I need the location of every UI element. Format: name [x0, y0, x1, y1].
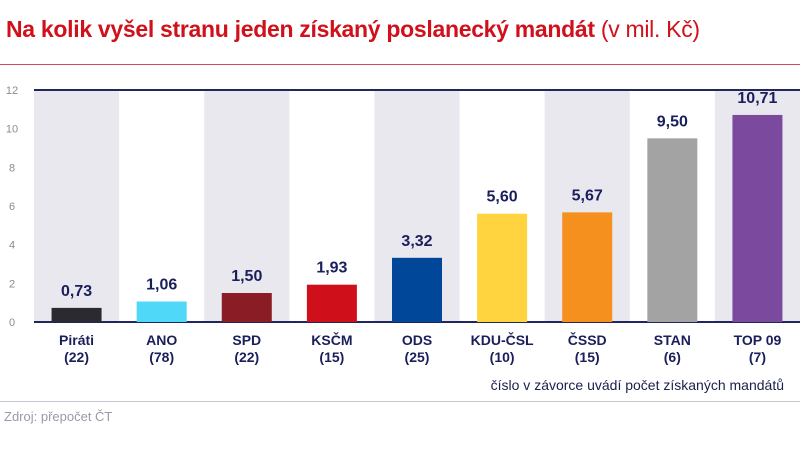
chart-note: číslo v závorce uvádí počet získaných ma…: [490, 377, 784, 393]
value-label: 3,32: [401, 233, 432, 250]
bar-1: [136, 301, 187, 322]
mandate-count-label: (7): [749, 349, 766, 365]
bar-7: [647, 138, 698, 322]
bar-2: [221, 293, 272, 322]
value-label: 1,50: [231, 268, 262, 285]
bar-4: [392, 257, 442, 322]
bar-8: [732, 114, 783, 322]
bar-3: [306, 284, 357, 322]
mandate-count-label: (78): [149, 349, 174, 365]
bar-6: [562, 212, 613, 322]
value-label: 10,71: [737, 90, 777, 107]
mandate-count-label: (6): [664, 349, 681, 365]
category-label: KSČM: [311, 331, 352, 348]
title-main: Na kolik vyšel stranu jeden získaný posl…: [6, 16, 595, 42]
y-tick-label: 4: [9, 240, 15, 252]
y-tick-label: 6: [9, 201, 15, 213]
category-label: Piráti: [59, 332, 94, 348]
value-label: 1,93: [316, 260, 347, 277]
y-tick-label: 12: [6, 85, 18, 97]
value-label: 5,67: [572, 187, 603, 204]
source-label: Zdroj: přepočet ČT: [4, 409, 113, 424]
value-label: 9,50: [657, 113, 688, 130]
category-band: [34, 90, 120, 322]
category-label: SPD: [232, 332, 261, 348]
mandate-count-label: (25): [405, 349, 430, 365]
title-divider: [0, 64, 800, 65]
y-tick-label: 2: [9, 278, 15, 290]
bar-0: [51, 307, 102, 322]
category-label: TOP 09: [734, 332, 782, 348]
category-label: STAN: [654, 332, 691, 348]
category-label: ČSSD: [568, 331, 607, 348]
category-label: KDU-ČSL: [471, 331, 534, 348]
title-unit: (v mil. Kč): [600, 16, 700, 42]
mandate-count-label: (15): [575, 349, 600, 365]
value-label: 1,06: [146, 277, 177, 294]
mandate-count-label: (10): [490, 349, 515, 365]
y-tick-label: 10: [6, 124, 18, 136]
category-band: [204, 90, 290, 322]
y-tick-label: 0: [9, 317, 15, 329]
category-label: ODS: [402, 332, 432, 348]
chart-title: Na kolik vyšel stranu jeden získaný posl…: [6, 16, 700, 43]
bar-5: [477, 213, 528, 322]
mandate-count-label: (22): [234, 349, 259, 365]
category-label: ANO: [146, 332, 177, 348]
mandate-count-label: (15): [319, 349, 344, 365]
mandate-count-label: (22): [64, 349, 89, 365]
value-label: 0,73: [61, 283, 92, 300]
y-tick-label: 8: [9, 162, 15, 174]
value-label: 5,60: [487, 189, 518, 206]
footer-divider: [0, 401, 800, 402]
bar-chart: 0246810120,73Piráti(22)1,06ANO(78)1,50SP…: [6, 85, 800, 365]
